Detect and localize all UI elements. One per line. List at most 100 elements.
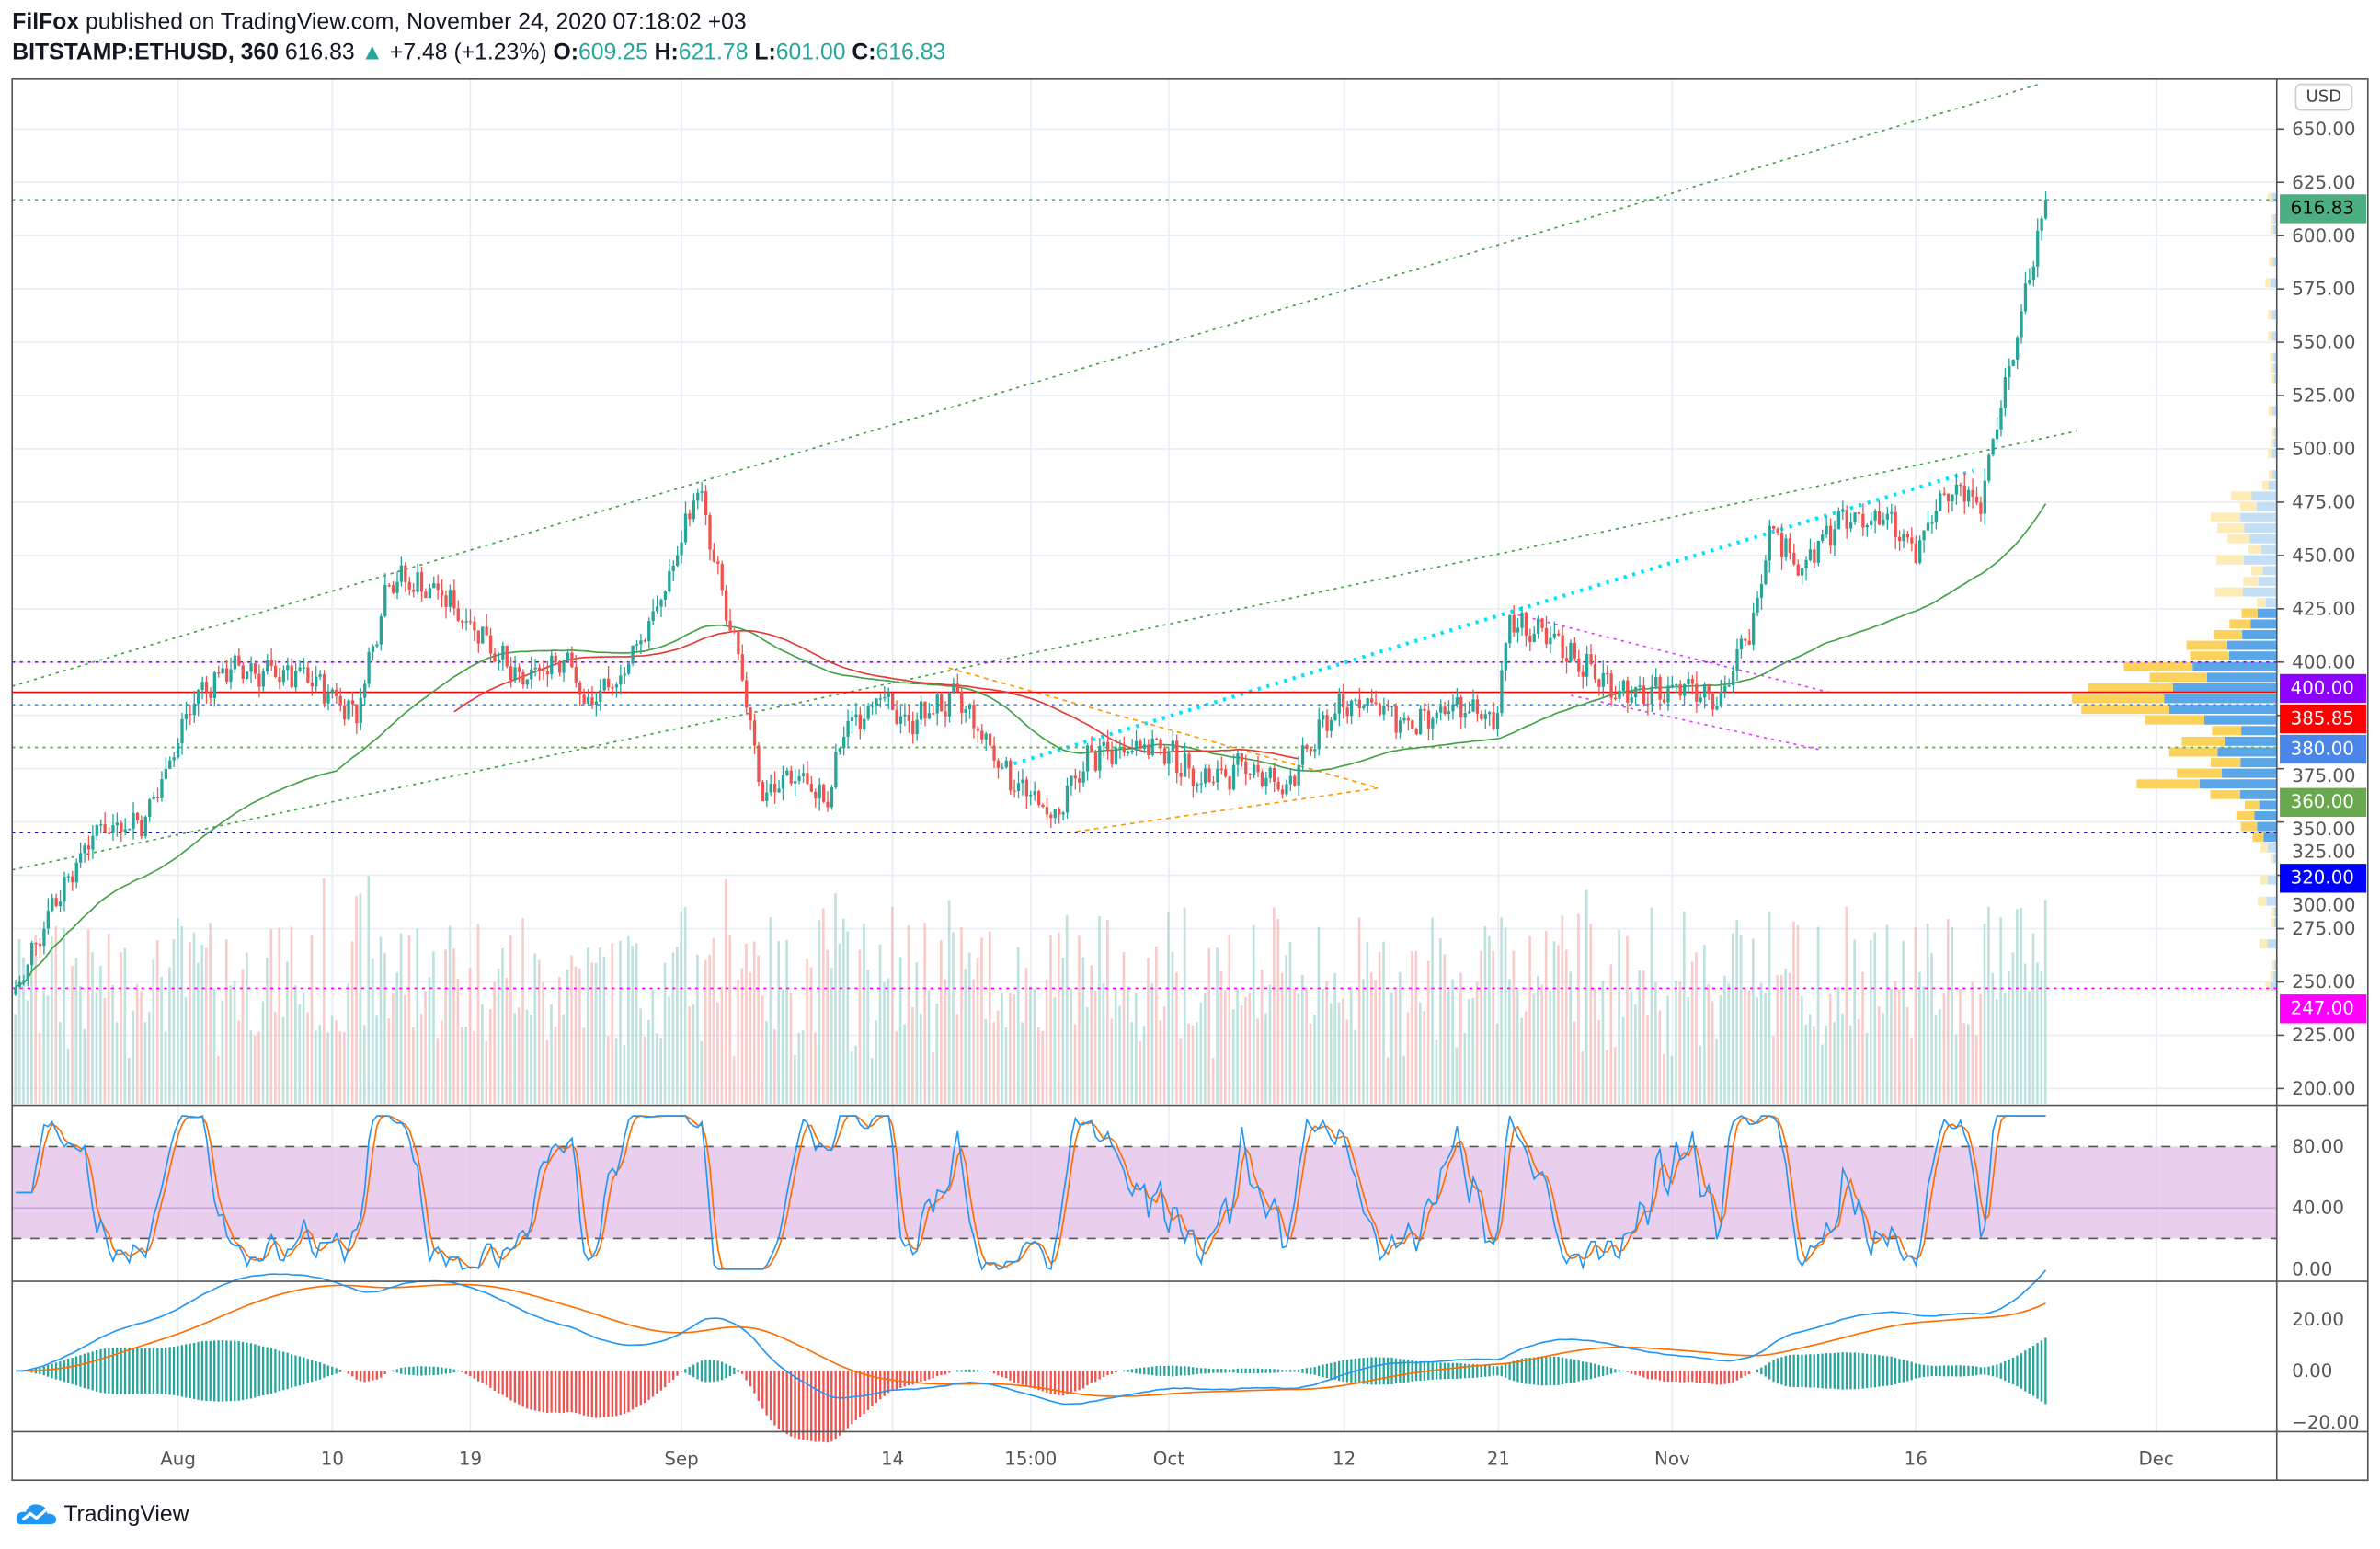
- channel-lower-line[interactable]: [12, 430, 2077, 871]
- candle: [1273, 767, 1276, 782]
- macd-histogram-bar: [684, 1369, 687, 1373]
- candle: [1500, 670, 1504, 714]
- volume-bar: [875, 1020, 877, 1104]
- macd-histogram-bar: [1951, 1365, 1953, 1377]
- macd-histogram-bar: [116, 1347, 119, 1394]
- macd-histogram-bar: [1962, 1365, 1966, 1377]
- price-axis-label: 600.00: [2292, 225, 2355, 247]
- volume-bar: [1821, 1044, 1824, 1104]
- candles: [14, 191, 2048, 996]
- macd-histogram-bar: [794, 1371, 796, 1439]
- volume-bar: [1512, 950, 1516, 1104]
- macd-histogram-bar: [1001, 1371, 1003, 1378]
- candle: [1013, 790, 1016, 792]
- candle: [330, 689, 335, 693]
- candle: [1024, 779, 1029, 797]
- candle: [350, 700, 355, 705]
- macd-histogram-bar: [846, 1371, 850, 1429]
- macd-histogram-bar: [1939, 1365, 1941, 1377]
- macd-histogram-bar: [1878, 1355, 1881, 1387]
- volume-bar: [1216, 947, 1219, 1104]
- candle: [1102, 741, 1105, 747]
- volume-bar: [404, 994, 406, 1104]
- candle: [1638, 685, 1642, 688]
- macd-histogram-bar: [863, 1371, 865, 1415]
- candle: [38, 943, 42, 947]
- macd-histogram-bar: [639, 1371, 642, 1406]
- volume-bar: [830, 967, 833, 1104]
- macd-histogram-bar: [1463, 1363, 1467, 1379]
- candle: [1703, 684, 1707, 698]
- macd-histogram-bar: [47, 1365, 50, 1377]
- macd-histogram-bar: [1297, 1369, 1300, 1372]
- pane-frame: [11, 78, 2369, 1482]
- volume-bar: [1848, 1025, 1852, 1104]
- candle: [306, 667, 310, 683]
- macd-histogram-bar: [972, 1370, 975, 1372]
- volume-profile-down: [2186, 640, 2227, 650]
- candle: [712, 549, 716, 562]
- volume-bar: [623, 1045, 626, 1104]
- volume-bar: [1882, 1013, 1884, 1104]
- volume-bar: [1845, 906, 1848, 1104]
- candle: [631, 645, 635, 664]
- axes[interactable]: 650.00625.00600.00575.00550.00525.00500.…: [160, 119, 2359, 1470]
- low-label: L:: [754, 39, 776, 65]
- channel-upper-line[interactable]: [11, 82, 2042, 687]
- cyan-trend-line[interactable]: [1013, 468, 1974, 766]
- macd-histogram-bar: [1792, 1354, 1795, 1388]
- currency-button[interactable]: USD: [2294, 83, 2353, 111]
- candle: [976, 728, 980, 731]
- macd-histogram-bar: [209, 1340, 212, 1401]
- macd-histogram-bar: [1914, 1363, 1917, 1379]
- candle: [1865, 525, 1869, 528]
- candle: [1719, 692, 1722, 706]
- candle: [944, 711, 947, 717]
- author-name[interactable]: FilFox: [12, 8, 80, 35]
- volume-bar: [960, 927, 963, 1104]
- magenta-wedge-bottom[interactable]: [1571, 694, 1822, 752]
- candle: [716, 561, 720, 565]
- volume-profile-up: [2206, 672, 2277, 683]
- macd-histogram-bar: [498, 1371, 500, 1394]
- volume-bar: [696, 954, 699, 1104]
- macd-histogram-bar: [558, 1371, 561, 1414]
- macd-histogram-bar: [1780, 1357, 1783, 1385]
- volume-profile-down: [2229, 619, 2251, 629]
- macd-histogram-bar: [367, 1371, 371, 1382]
- volume-bar: [1999, 917, 2002, 1104]
- candle: [801, 773, 806, 776]
- volume-bar: [1589, 924, 1593, 1104]
- macd-histogram-bar: [521, 1371, 524, 1407]
- magenta-wedge-top[interactable]: [1517, 614, 1830, 694]
- volume-bar: [749, 971, 752, 1104]
- volume-bar: [1406, 1012, 1410, 1104]
- tradingview-logo[interactable]: TradingView: [16, 1500, 189, 1528]
- volume-bar: [533, 953, 537, 1104]
- volume-bar: [78, 985, 82, 1104]
- macd-histogram-bar: [866, 1371, 870, 1410]
- macd-histogram-bar: [1386, 1357, 1390, 1385]
- orange-triangle[interactable]: [948, 667, 1379, 834]
- volume-bar: [671, 952, 675, 1104]
- volume-bar: [1016, 947, 1020, 1104]
- macd-histogram-bar: [915, 1371, 919, 1384]
- volume-bar: [1207, 948, 1211, 1104]
- candle: [1626, 680, 1630, 703]
- volume-bar: [2036, 962, 2039, 1104]
- candle: [1532, 633, 1536, 643]
- symbol-label[interactable]: BITSTAMP:ETHUSD, 360: [12, 39, 279, 65]
- volume-profile-down: [2257, 598, 2266, 608]
- candle: [1557, 633, 1561, 636]
- volume-bar: [14, 1014, 17, 1104]
- volume-bar: [209, 923, 212, 1104]
- candle: [1836, 511, 1841, 530]
- volume-bar: [611, 943, 614, 1104]
- macd-histogram-bar: [2031, 1346, 2035, 1396]
- candle: [1675, 683, 1678, 686]
- macd-histogram-bar: [1516, 1360, 1519, 1383]
- volume-bar: [683, 907, 687, 1104]
- candle: [769, 784, 772, 793]
- macd-histogram-bar: [769, 1371, 772, 1421]
